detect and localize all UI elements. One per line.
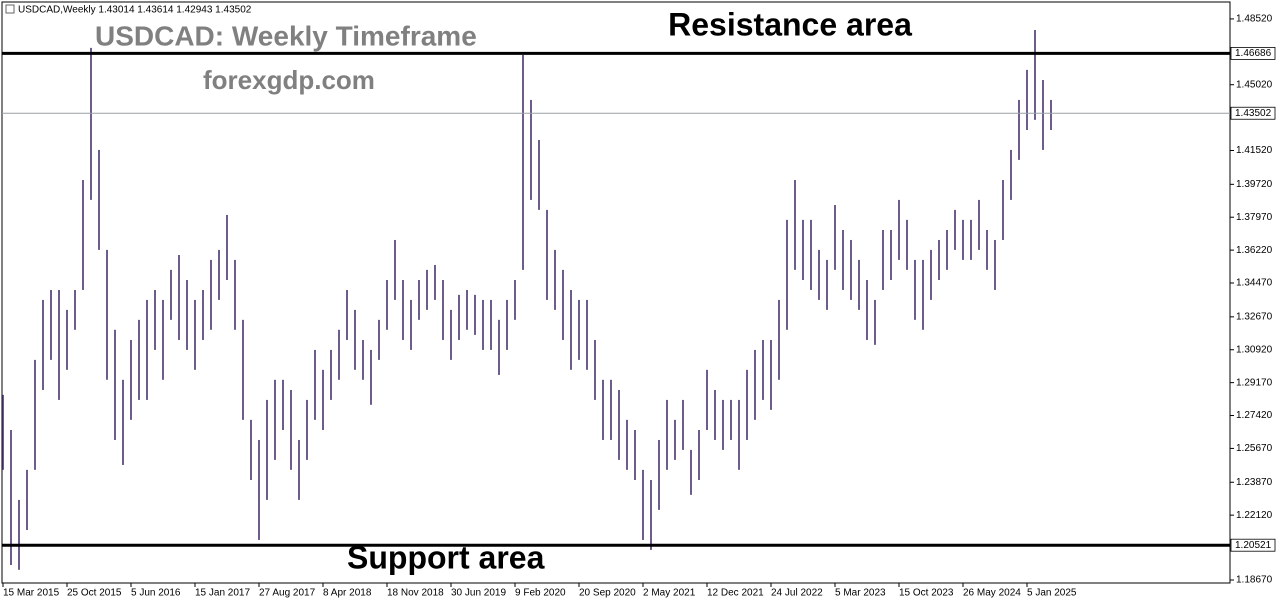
- x-tick-label: 24 Jul 2022: [771, 588, 823, 599]
- y-tick-label: 1.39720: [1236, 179, 1273, 190]
- y-tick-label: 1.41520: [1236, 145, 1273, 156]
- x-tick-label: 12 Dec 2021: [707, 588, 764, 599]
- y-tick-label: 1.25670: [1236, 443, 1273, 454]
- x-tick-label: 27 Aug 2017: [259, 588, 316, 599]
- x-tick-label: 15 Oct 2023: [899, 588, 954, 599]
- x-tick-label: 26 May 2024: [963, 588, 1021, 599]
- x-tick-label: 5 Jun 2016: [131, 588, 181, 599]
- y-tick-label: 1.37970: [1236, 212, 1273, 223]
- resistance-label: Resistance area: [668, 6, 912, 42]
- price-label-box: [1230, 106, 1276, 120]
- y-tick-label: 1.23870: [1236, 477, 1273, 488]
- price-label-box: [1230, 538, 1276, 552]
- x-tick-label: 5 Jan 2025: [1027, 588, 1077, 599]
- price-label: 1.46686: [1235, 48, 1272, 59]
- y-tick-label: 1.36220: [1236, 245, 1273, 256]
- x-tick-label: 25 Oct 2015: [67, 588, 122, 599]
- plot-frame: [1, 1, 1231, 584]
- watermark: USDCAD: Weekly Timeframe: [95, 20, 477, 51]
- symbol-icon: [5, 4, 15, 14]
- x-tick-label: 9 Feb 2020: [515, 588, 566, 599]
- y-tick-label: 1.34470: [1236, 278, 1273, 289]
- y-tick-label: 1.18670: [1236, 575, 1273, 586]
- x-tick-label: 30 Jun 2019: [451, 588, 506, 599]
- y-tick-label: 1.32670: [1236, 311, 1273, 322]
- x-tick-label: 2 May 2021: [643, 588, 696, 599]
- x-tick-label: 18 Nov 2018: [387, 588, 444, 599]
- x-tick-label: 5 Mar 2023: [835, 588, 886, 599]
- y-tick-label: 1.45020: [1236, 79, 1273, 90]
- site-label: forexgdp.com: [203, 65, 375, 95]
- y-tick-label: 1.22120: [1236, 510, 1273, 521]
- y-tick-label: 1.27420: [1236, 410, 1273, 421]
- header: USDCAD,Weekly 1.43014 1.43614 1.42943 1.…: [18, 5, 252, 16]
- y-tick-label: 1.29170: [1236, 377, 1273, 388]
- x-tick-label: 8 Apr 2018: [323, 588, 372, 599]
- price-label-box: [1230, 46, 1276, 60]
- y-tick-label: 1.48520: [1236, 14, 1273, 25]
- x-tick-label: 15 Mar 2015: [3, 588, 60, 599]
- price-label: 1.43502: [1235, 108, 1272, 119]
- x-tick-label: 15 Jan 2017: [195, 588, 250, 599]
- x-tick-label: 20 Sep 2020: [579, 588, 636, 599]
- y-tick-label: 1.30920: [1236, 344, 1273, 355]
- price-label: 1.20521: [1235, 540, 1272, 551]
